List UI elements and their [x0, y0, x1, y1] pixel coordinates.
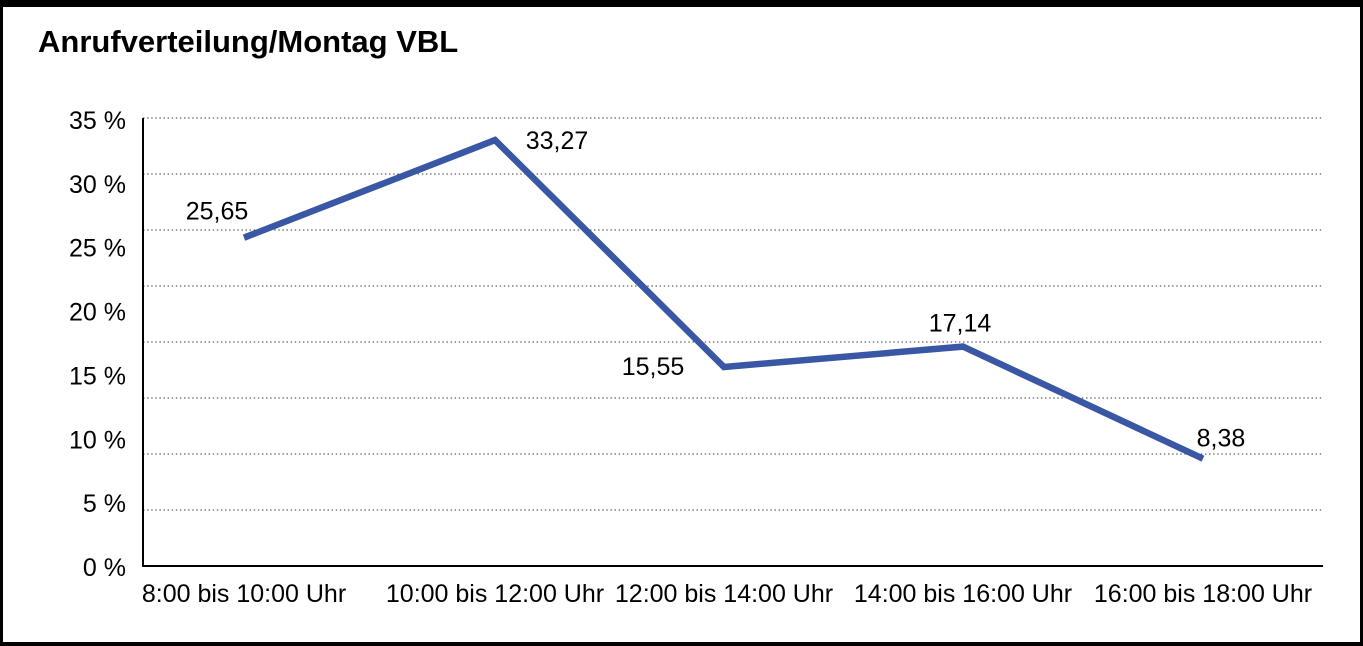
x-tick-label: 8:00 bis 10:00 Uhr — [142, 580, 346, 608]
point-label: 8,38 — [1197, 425, 1246, 453]
chart-title: Anrufverteilung/Montag VBL — [38, 24, 459, 59]
x-tick-label: 12:00 bis 14:00 Uhr — [615, 580, 833, 608]
y-tick-label: 25 % — [69, 235, 126, 263]
y-tick-label: 20 % — [69, 299, 126, 327]
point-label: 25,65 — [186, 198, 249, 226]
y-tick-label: 15 % — [69, 362, 126, 390]
point-label: 17,14 — [929, 310, 992, 338]
y-tick-label: 0 % — [83, 554, 126, 582]
y-tick-label: 35 % — [69, 107, 126, 135]
y-tick-label: 10 % — [69, 426, 126, 454]
y-tick-label: 30 % — [69, 171, 126, 199]
data-line — [242, 136, 1205, 462]
x-tick-label: 10:00 bis 12:00 Uhr — [386, 580, 604, 608]
x-tick-label: 16:00 bis 18:00 Uhr — [1094, 580, 1312, 608]
y-tick-label: 5 % — [83, 490, 126, 518]
point-label: 15,55 — [622, 353, 685, 381]
point-label: 33,27 — [526, 127, 589, 155]
x-tick-label: 14:00 bis 16:00 Uhr — [854, 580, 1072, 608]
